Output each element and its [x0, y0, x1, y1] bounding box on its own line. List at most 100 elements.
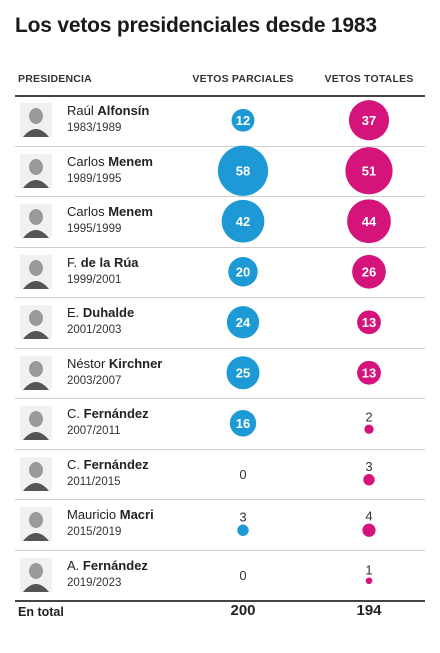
total-veto-label: 1: [365, 562, 372, 577]
total-label: En total: [18, 605, 64, 619]
president-name: A. Fernández: [67, 558, 148, 573]
partial-veto-bubble: [226, 306, 260, 339]
president-name: C. Fernández: [67, 457, 149, 472]
total-veto-label: 51: [362, 163, 376, 178]
president-surname: Macri: [119, 507, 154, 523]
president-name: F. de la Rúa: [67, 255, 139, 270]
president-name: Néstor Kirchner: [67, 356, 162, 371]
partial-veto-label: 42: [236, 214, 250, 229]
total-veto-bubble: [362, 523, 376, 537]
president-portrait: [20, 456, 52, 491]
row-separator: [15, 246, 425, 248]
header-total-vetoes: VETOS TOTALES: [324, 73, 414, 85]
president-portrait: [20, 103, 52, 138]
president-portrait: [20, 406, 52, 441]
partial-veto-zero-label: 0: [239, 467, 246, 482]
partial-veto-bubble: [221, 199, 265, 243]
total-veto-label: 26: [362, 264, 376, 279]
partial-veto-bubble: [226, 356, 260, 390]
partial-veto-label: 20: [236, 264, 250, 279]
partial-total-value: 200: [230, 602, 256, 619]
row-separator: [15, 499, 425, 500]
president-surname: de la Rúa: [80, 254, 139, 270]
total-veto-label: 13: [362, 315, 376, 330]
president-period: 1989/1995: [67, 172, 122, 185]
president-period: 1983/1989: [67, 122, 122, 135]
row-separator: [15, 347, 425, 349]
total-veto-bubble: [363, 474, 375, 486]
total-total-value: 194: [356, 602, 382, 619]
row-separator: [15, 196, 425, 197]
president-name: Raúl Alfonsín: [67, 103, 149, 118]
partial-veto-label: 16: [236, 416, 250, 431]
president-surname: Menem: [108, 204, 153, 220]
president-surname: Fernández: [83, 456, 149, 472]
president-surname: Kirchner: [108, 355, 163, 371]
president-name: Mauricio Macri: [67, 507, 154, 522]
partial-veto-label: 24: [236, 315, 251, 330]
total-veto-label: 44: [362, 214, 377, 229]
president-surname: Fernández: [83, 406, 149, 422]
president-name: C. Fernández: [67, 406, 149, 421]
partial-veto-bubble: [228, 256, 258, 287]
partial-veto-bubble: [231, 108, 255, 132]
total-veto-label: 13: [362, 365, 376, 380]
partial-veto-bubble: [229, 410, 257, 437]
header-partial-vetoes: VETOS PARCIALES: [192, 73, 294, 85]
total-veto-label: 4: [365, 509, 372, 524]
row-separator: [15, 398, 425, 399]
total-veto-bubble: [345, 147, 393, 195]
partial-veto-label: 3: [239, 510, 246, 525]
total-veto-bubble: [347, 199, 391, 244]
partial-veto-bubble: [217, 145, 269, 196]
president-portrait: [20, 254, 52, 289]
president-portrait: [20, 204, 52, 239]
header-presidency: PRESIDENCIA: [18, 73, 92, 85]
president-surname: Alfonsín: [97, 103, 150, 119]
total-veto-bubble: [365, 577, 373, 585]
president-period: 2003/2007: [67, 374, 122, 387]
president-first-name: A.: [67, 557, 83, 573]
total-veto-label: 3: [365, 459, 372, 474]
row-separator: [15, 448, 425, 450]
partial-veto-label: 25: [236, 365, 250, 380]
president-name: Carlos Menem: [67, 204, 153, 219]
president-portrait: [20, 355, 52, 390]
president-portrait: [20, 557, 52, 592]
president-period: 2007/2011: [67, 425, 121, 438]
president-first-name: Carlos: [67, 204, 109, 220]
president-portrait: [20, 507, 52, 542]
president-surname: Fernández: [82, 557, 148, 573]
partial-veto-label: 12: [236, 113, 250, 128]
total-veto-label: 37: [362, 113, 376, 128]
president-period: 1995/1999: [67, 223, 122, 236]
president-first-name: F.: [67, 254, 81, 270]
president-first-name: Carlos: [67, 153, 109, 169]
partial-veto-label: 58: [236, 163, 250, 178]
president-period: 2011/2015: [67, 475, 121, 488]
row-separator: [15, 600, 425, 602]
president-first-name: C.: [67, 406, 84, 422]
president-name: E. Duhalde: [67, 305, 134, 320]
president-period: 2015/2019: [67, 526, 122, 539]
total-veto-bubble: [357, 360, 381, 385]
president-first-name: Mauricio: [67, 507, 120, 523]
total-veto-label: 2: [365, 410, 372, 425]
president-period: 1999/2001: [67, 273, 122, 286]
president-first-name: E.: [67, 305, 83, 321]
president-surname: Menem: [108, 153, 153, 169]
president-period: 2019/2023: [67, 576, 122, 589]
row-separator: [15, 297, 425, 298]
total-veto-bubble: [348, 100, 390, 141]
partial-veto-bubble: [237, 524, 249, 536]
row-separator: [15, 145, 425, 147]
president-first-name: Néstor: [67, 355, 109, 371]
president-period: 2001/2003: [67, 324, 122, 337]
partial-veto-zero-label: 0: [239, 568, 246, 583]
president-portrait: [20, 305, 52, 340]
president-first-name: C.: [67, 456, 84, 472]
president-surname: Duhalde: [82, 305, 135, 321]
president-name: Carlos Menem: [67, 154, 153, 169]
president-portrait: [20, 153, 52, 188]
